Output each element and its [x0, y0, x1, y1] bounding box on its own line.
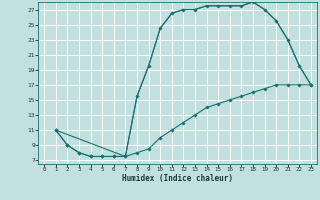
X-axis label: Humidex (Indice chaleur): Humidex (Indice chaleur)	[122, 174, 233, 183]
